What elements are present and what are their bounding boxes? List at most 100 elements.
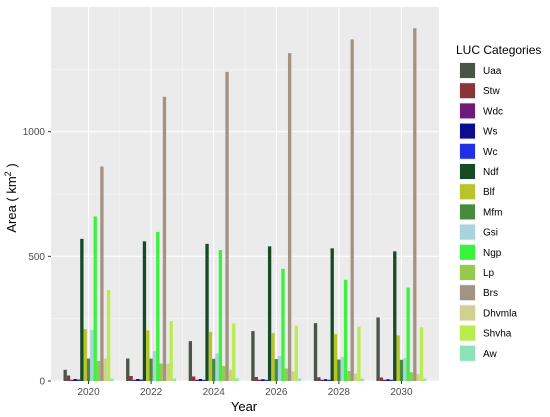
x-tick-label: 2020 (77, 387, 100, 398)
legend-key-wc (460, 143, 475, 159)
bar-aw-2020 (110, 378, 114, 381)
bar-blf-2024 (208, 331, 213, 381)
bar-lp-2030 (409, 372, 414, 381)
bar-aw-2024 (235, 378, 239, 381)
legend-key-ngp (460, 244, 475, 260)
bar-ndf-2030 (393, 251, 397, 381)
bar-stw-2028 (317, 377, 321, 381)
bar-brs-2028 (350, 39, 354, 381)
legend-key-ndf (460, 164, 475, 179)
bar-stw-2020 (66, 375, 71, 381)
bar-aw-2028 (360, 378, 364, 381)
legend-label-dhvmla: Dhvmla (483, 308, 517, 319)
legend-label-blf: Blf (483, 187, 495, 198)
bar-ngp-2020 (93, 216, 97, 381)
bar-shvha-2020 (106, 289, 111, 381)
bar-wc-2022 (139, 379, 143, 381)
bar-blf-2030 (396, 335, 400, 381)
bar-dhvmla-2022 (166, 363, 170, 381)
bar-ngp-2030 (406, 287, 410, 381)
bar-ws-2030 (386, 379, 390, 381)
x-tick-label: 2024 (203, 387, 226, 398)
bar-gsi-2020 (90, 329, 94, 381)
bar-blf-2028 (333, 334, 338, 381)
bar-brs-2022 (162, 96, 167, 381)
legend-label-shvha: Shvha (483, 329, 512, 340)
bar-dhvmla-2028 (353, 373, 358, 381)
bar-dhvmla-2030 (416, 374, 420, 381)
bar-wdc-2020 (70, 379, 74, 381)
legend-label-wdc: Wdc (483, 106, 503, 117)
bar-gsi-2028 (340, 357, 344, 381)
bar-lp-2022 (159, 363, 163, 381)
bar-ws-2026 (261, 379, 265, 381)
legend-label-uaa: Uaa (483, 66, 502, 77)
bar-wdc-2030 (383, 379, 387, 381)
bar-ndf-2020 (80, 238, 84, 381)
bar-gsi-2026 (277, 356, 282, 381)
y-axis: 0 500 1000 (23, 127, 51, 388)
y-tick-label: 500 (28, 252, 45, 263)
bar-uaa-2020 (63, 369, 67, 381)
bar-uaa-2022 (126, 358, 130, 381)
legend-key-lp (460, 265, 475, 280)
bar-uaa-2028 (313, 323, 318, 381)
bar-wc-2030 (389, 379, 394, 381)
legend-key-gsi (460, 224, 475, 240)
bar-gsi-2022 (152, 351, 157, 381)
legend: LUC Categories Uaa Stw Wdc Ws Wc Ndf Blf Mfm Gsi… (456, 43, 541, 362)
bar-wc-2028 (327, 379, 331, 381)
bar-shvha-2022 (169, 321, 173, 381)
bar-shvha-2030 (419, 327, 424, 381)
bar-gsi-2030 (403, 358, 407, 381)
legend-key-blf (460, 184, 475, 200)
bar-ws-2020 (73, 379, 77, 381)
bar-stw-2030 (379, 377, 384, 381)
y-axis-title: Area ( km2 ) (3, 163, 19, 232)
legend-title: LUC Categories (456, 43, 541, 57)
bar-mfm-2022 (149, 358, 153, 381)
bar-blf-2022 (146, 330, 150, 381)
bar-ws-2024 (198, 379, 203, 381)
legend-label-wc: Wc (483, 147, 497, 158)
bar-lp-2028 (347, 371, 351, 381)
bar-brs-2020 (100, 166, 104, 381)
bar-gsi-2024 (215, 353, 219, 381)
bar-aw-2026 (297, 378, 302, 381)
bar-ndf-2028 (330, 248, 334, 381)
legend-label-stw: Stw (483, 86, 500, 97)
bar-wdc-2024 (195, 379, 199, 381)
x-tick-label: 2030 (390, 387, 413, 398)
bar-dhvmla-2020 (103, 358, 107, 381)
bar-wc-2020 (76, 379, 81, 381)
bar-shvha-2024 (232, 323, 236, 381)
bar-ws-2028 (323, 379, 328, 381)
bar-mfm-2026 (274, 359, 278, 381)
legend-key-mfm (460, 204, 475, 220)
bar-ws-2022 (136, 379, 140, 381)
legend-key-uaa (460, 63, 475, 78)
legend-key-brs (460, 285, 475, 301)
bar-stw-2022 (129, 376, 133, 381)
y-tick-label: 1000 (23, 127, 46, 138)
bar-ndf-2026 (267, 246, 272, 381)
bar-brs-2026 (287, 53, 292, 381)
bar-stw-2026 (254, 377, 258, 381)
legend-key-stw (460, 83, 475, 99)
legend-label-brs: Brs (483, 288, 498, 299)
bar-uaa-2030 (376, 317, 380, 381)
bar-wc-2024 (202, 379, 206, 381)
legend-key-wdc (460, 103, 475, 119)
bar-shvha-2026 (294, 325, 298, 381)
legend-key-shvha (460, 325, 475, 341)
bar-brs-2030 (413, 28, 417, 381)
bar-uaa-2024 (188, 341, 193, 381)
bar-dhvmla-2024 (228, 369, 233, 381)
legend-label-ndf: Ndf (483, 167, 499, 178)
legend-label-gsi: Gsi (483, 228, 498, 239)
bar-wdc-2026 (257, 379, 262, 381)
bar-wc-2026 (264, 379, 268, 381)
legend-key-ws (460, 123, 475, 139)
legend-key-aw (460, 345, 475, 361)
bar-blf-2020 (83, 329, 87, 381)
